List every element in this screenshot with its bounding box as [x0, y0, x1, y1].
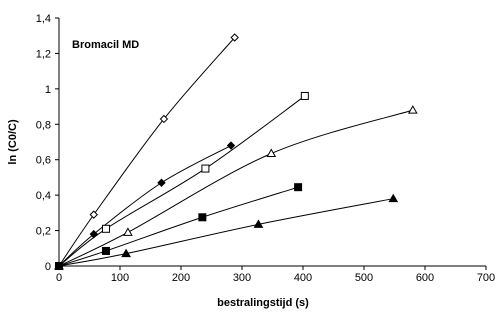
- x-tick-label: 600: [416, 272, 434, 284]
- data-point-marker: [266, 148, 277, 158]
- x-ticks: 0 100 200 300 400 500 600 700: [56, 266, 495, 284]
- series-line-1: [58, 37, 236, 267]
- x-tick-label: 100: [111, 272, 129, 284]
- x-tick-label: 700: [477, 272, 495, 284]
- x-axis-title: bestralingstijd (s): [217, 297, 309, 309]
- y-tick-label: 0: [45, 261, 51, 273]
- data-point-marker: [157, 178, 166, 187]
- y-tick-label: 0,4: [36, 190, 51, 202]
- data-point-marker: [89, 210, 98, 219]
- y-tick-label: 0,6: [36, 155, 51, 167]
- data-point-marker: [294, 183, 303, 192]
- series-line-5: [58, 186, 299, 267]
- series-line-3: [58, 109, 413, 267]
- y-ticks: 0 0,2 0,4 0,6 0,8 1 1,2 1,4: [36, 13, 59, 273]
- series-line-2: [58, 95, 306, 267]
- data-point-marker: [89, 229, 98, 239]
- y-axis-title: ln (C0/C): [7, 119, 19, 165]
- data-point-marker: [388, 193, 399, 203]
- data-point-marker: [226, 141, 236, 150]
- data-point-marker: [54, 260, 64, 270]
- y-tick-label: 0,2: [36, 226, 51, 238]
- axes: [58, 18, 486, 267]
- data-point-marker: [123, 227, 133, 236]
- x-tick-label: 300: [233, 272, 251, 284]
- data-point-marker: [101, 224, 110, 233]
- data-point-marker: [230, 33, 239, 42]
- x-tick-label: 0: [56, 272, 62, 284]
- data-point-marker: [300, 91, 309, 100]
- x-tick-label: 400: [294, 272, 312, 284]
- data-point-marker: [121, 248, 131, 258]
- y-tick-label: 1: [45, 84, 51, 96]
- y-tick-label: 1,4: [36, 13, 51, 25]
- data-point-marker: [407, 105, 418, 114]
- data-point-marker: [201, 164, 210, 173]
- chart-title: Bromacil MD: [72, 39, 139, 51]
- series-line-4: [58, 145, 232, 267]
- series-lines: [58, 37, 413, 267]
- data-point-marker: [159, 114, 169, 124]
- series-markers: [54, 33, 418, 271]
- y-tick-label: 1,2: [36, 48, 51, 60]
- y-tick-label: 0,8: [36, 119, 51, 131]
- data-point-marker: [253, 219, 264, 228]
- data-point-marker: [101, 246, 110, 255]
- series-line-6: [58, 198, 394, 267]
- data-point-marker: [198, 213, 207, 222]
- x-tick-label: 200: [172, 272, 190, 284]
- x-tick-label: 500: [355, 272, 373, 284]
